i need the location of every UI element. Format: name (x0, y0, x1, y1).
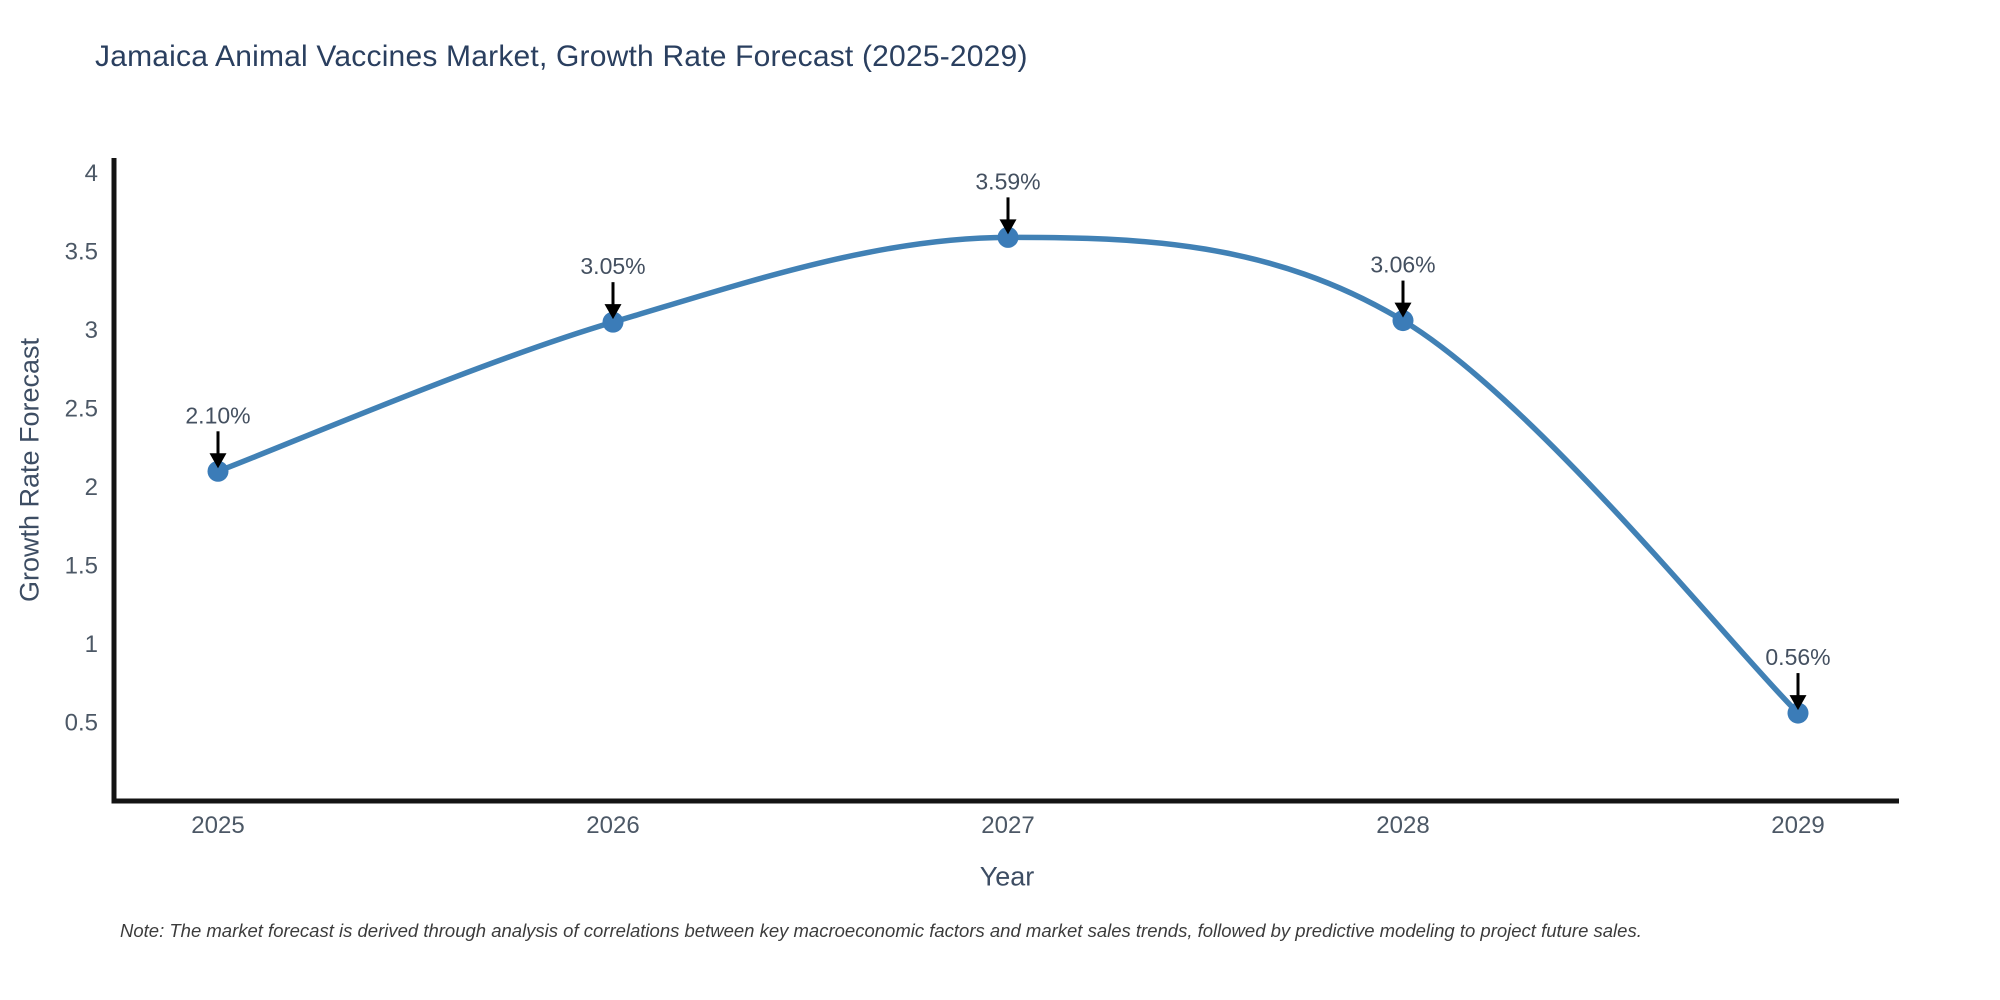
y-tick-label-2: 2 (85, 474, 98, 501)
annotation-label-2027: 3.59% (975, 168, 1040, 194)
data-point-markers (207, 226, 1809, 724)
annotation-label-2028: 3.06% (1370, 252, 1435, 278)
annotation-arrowhead-2028 (1394, 302, 1412, 318)
y-tick-label-3.5: 3.5 (65, 239, 98, 266)
annotation-arrowhead-2029 (1789, 695, 1807, 711)
x-tick-label-2027: 2027 (981, 812, 1034, 839)
annotation-arrowhead-2027 (999, 219, 1017, 235)
chart-footnote: Note: The market forecast is derived thr… (120, 920, 1642, 941)
x-axis-title: Year (979, 861, 1035, 892)
data-point-2027 (997, 226, 1019, 248)
data-point-2025 (207, 460, 229, 482)
y-axis-tick-labels: 0.5 1 1.5 2 2.5 3 3.5 4 (65, 160, 98, 737)
y-tick-label-2.5: 2.5 (65, 396, 98, 423)
annotation-arrowhead-2026 (604, 304, 622, 320)
forecast-line (215, 234, 1801, 716)
chart-title: Jamaica Animal Vaccines Market, Growth R… (95, 40, 1028, 73)
x-tick-label-2026: 2026 (586, 812, 639, 839)
y-tick-label-1: 1 (85, 631, 98, 658)
annotation-label-2025: 2.10% (185, 402, 250, 428)
data-point-2029 (1787, 702, 1809, 724)
data-point-2028 (1392, 310, 1414, 332)
y-tick-label-1.5: 1.5 (65, 553, 98, 580)
y-tick-label-3: 3 (85, 317, 98, 344)
y-tick-label-4: 4 (85, 160, 98, 187)
annotation-label-2029: 0.56% (1765, 644, 1830, 670)
x-tick-label-2029: 2029 (1771, 812, 1824, 839)
x-axis-tick-labels: 2025 2026 2027 2028 2029 (191, 812, 1824, 839)
axes (111, 158, 1899, 804)
x-tick-label-2028: 2028 (1376, 812, 1429, 839)
data-point-2026 (602, 311, 624, 333)
y-tick-label-0.5: 0.5 (65, 710, 98, 737)
x-tick-label-2025: 2025 (191, 812, 244, 839)
forecast-line-series (215, 234, 1801, 716)
data-point-annotations: 2.10% 3.05% 3.59% 3.06% 0.56% (185, 168, 1831, 711)
annotation-arrowhead-2025 (209, 453, 227, 469)
annotation-label-2026: 3.05% (580, 253, 645, 279)
